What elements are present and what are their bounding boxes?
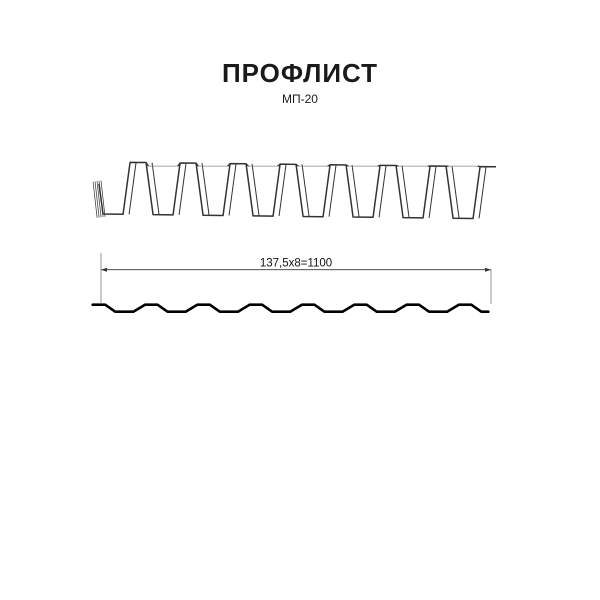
svg-text:137,5x8=1100: 137,5x8=1100 [260,258,332,270]
